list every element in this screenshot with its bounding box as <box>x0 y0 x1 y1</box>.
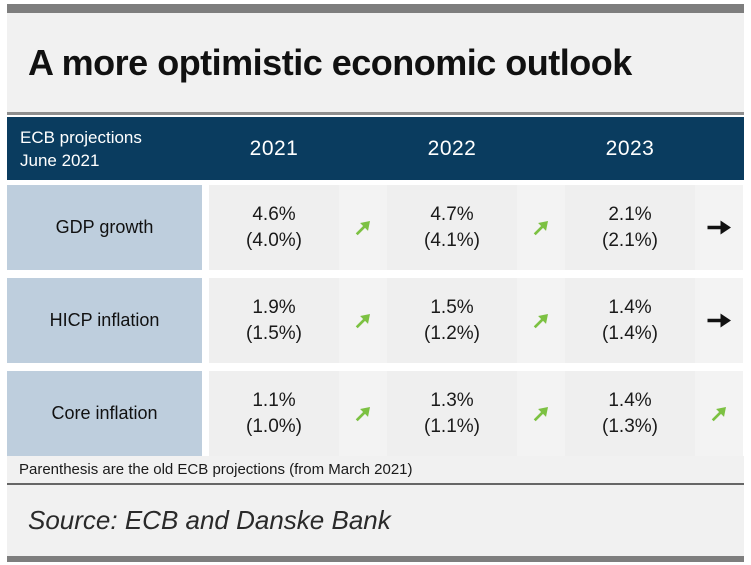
column-header-2022: 2022 <box>427 136 477 160</box>
table-row: GDP growth 4.6% (4.0%) 4.7% (4.1%) 2.1% … <box>7 185 744 270</box>
arrow-icon <box>533 406 548 422</box>
footnote-divider <box>7 483 744 485</box>
revision-up-icon <box>339 185 387 270</box>
arrow-icon <box>355 220 370 236</box>
new-projection: 2.1% <box>608 203 652 225</box>
column-header-spacer <box>695 117 743 180</box>
row-label-gap <box>202 371 209 456</box>
row-label-gap <box>202 185 209 270</box>
arrow-icon <box>533 220 548 236</box>
old-projection: (1.4%) <box>602 322 658 344</box>
arrow-icon <box>355 406 370 422</box>
value-cell: 1.1% (1.0%) <box>209 371 339 456</box>
revision-up-icon <box>339 278 387 363</box>
arrow-icon <box>355 313 370 329</box>
column-header-spacer <box>517 117 565 180</box>
row-label-gap <box>202 278 209 363</box>
value-cell: 4.6% (4.0%) <box>209 185 339 270</box>
title-divider <box>7 112 744 115</box>
value-cell: 1.4% (1.4%) <box>565 278 695 363</box>
old-projection: (4.0%) <box>246 229 302 251</box>
value-cell: 1.3% (1.1%) <box>387 371 517 456</box>
table-row: Core inflation 1.1% (1.0%) 1.3% (1.1%) 1… <box>7 371 744 456</box>
value-cell: 1.9% (1.5%) <box>209 278 339 363</box>
revision-up-icon <box>517 371 565 456</box>
revision-flat-icon <box>695 185 743 270</box>
row-label-gdp-growth: GDP growth <box>7 185 202 270</box>
old-projection: (2.1%) <box>602 229 658 251</box>
revision-up-icon <box>695 371 743 456</box>
arrow-icon <box>707 220 731 235</box>
revision-up-icon <box>517 185 565 270</box>
value-cell: 1.5% (1.2%) <box>387 278 517 363</box>
title-band: A more optimistic economic outlook <box>7 13 744 112</box>
new-projection: 1.5% <box>430 296 474 318</box>
table-header-label: ECB projections June 2021 <box>7 117 209 180</box>
column-header-2021: 2021 <box>249 136 299 160</box>
footnote-text: Parenthesis are the old ECB projections … <box>19 461 413 478</box>
new-projection: 1.9% <box>252 296 296 318</box>
page-title: A more optimistic economic outlook <box>28 41 632 83</box>
arrow-icon <box>533 313 548 329</box>
bottom-accent-bar <box>7 556 744 562</box>
old-projection: (1.3%) <box>602 415 658 437</box>
old-projection: (1.5%) <box>246 322 302 344</box>
source-band: Source: ECB and Danske Bank <box>7 485 744 556</box>
table-header-row: ECB projections June 2021 2021 2022 2023 <box>7 117 744 180</box>
table-row: HICP inflation 1.9% (1.5%) 1.5% (1.2%) 1… <box>7 278 744 363</box>
new-projection: 1.4% <box>608 389 652 411</box>
revision-flat-icon <box>695 278 743 363</box>
revision-up-icon <box>339 371 387 456</box>
new-projection: 1.1% <box>252 389 296 411</box>
old-projection: (4.1%) <box>424 229 480 251</box>
row-label-core-inflation: Core inflation <box>7 371 202 456</box>
old-projection: (1.2%) <box>424 322 480 344</box>
value-cell: 1.4% (1.3%) <box>565 371 695 456</box>
revision-up-icon <box>517 278 565 363</box>
header-label-line2: June 2021 <box>20 151 100 170</box>
footnote-band: Parenthesis are the old ECB projections … <box>7 456 744 483</box>
source-text: Source: ECB and Danske Bank <box>28 505 391 535</box>
new-projection: 4.7% <box>430 203 474 225</box>
column-header-spacer <box>339 117 387 180</box>
top-accent-bar <box>7 4 744 13</box>
old-projection: (1.1%) <box>424 415 480 437</box>
arrow-icon <box>711 406 726 422</box>
arrow-icon <box>707 313 731 328</box>
old-projection: (1.0%) <box>246 415 302 437</box>
header-label-line1: ECB projections <box>20 128 142 147</box>
value-cell: 2.1% (2.1%) <box>565 185 695 270</box>
new-projection: 4.6% <box>252 203 296 225</box>
new-projection: 1.3% <box>430 389 474 411</box>
value-cell: 4.7% (4.1%) <box>387 185 517 270</box>
row-label-hicp-inflation: HICP inflation <box>7 278 202 363</box>
new-projection: 1.4% <box>608 296 652 318</box>
column-header-2023: 2023 <box>605 136 655 160</box>
